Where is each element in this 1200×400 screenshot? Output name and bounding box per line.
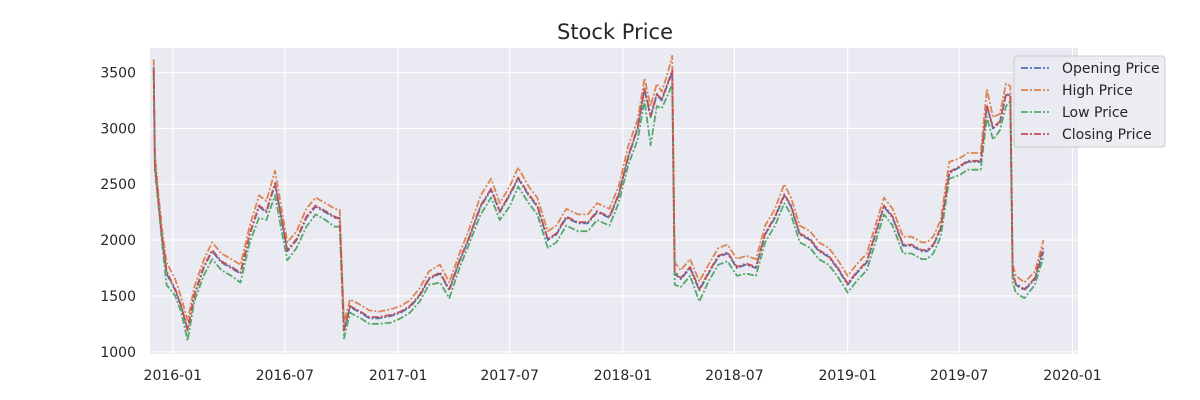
y-tick-label: 3000 xyxy=(100,121,136,137)
x-tick-label: 2019-01 xyxy=(818,368,877,384)
plot-area xyxy=(150,48,1078,354)
x-tick-label: 2017-01 xyxy=(369,368,428,384)
grid-lines xyxy=(150,48,1078,354)
series-line-opening-price xyxy=(152,66,1045,331)
x-tick-label: 2018-01 xyxy=(594,368,653,384)
series-lines xyxy=(152,54,1045,342)
x-tick-label: 2017-07 xyxy=(480,368,539,384)
legend-label: Opening Price xyxy=(1062,61,1160,77)
y-tick-label: 2000 xyxy=(100,233,136,249)
x-tick-label: 2019-07 xyxy=(930,368,989,384)
legend-box xyxy=(1013,55,1166,148)
chart-title: Stock Price xyxy=(557,20,673,44)
axis-ticks: 1000 1500 2000 2500 3000 3500 2016-01 2016-07 20… xyxy=(100,66,1101,384)
legend-label: High Price xyxy=(1062,83,1133,99)
legend-label: Low Price xyxy=(1062,105,1128,121)
legend-label: Closing Price xyxy=(1062,127,1152,143)
y-tick-label: 3500 xyxy=(100,66,136,82)
x-tick-label: 2018-07 xyxy=(705,368,764,384)
y-tick-label: 1500 xyxy=(100,289,136,305)
x-tick-label: 2016-07 xyxy=(256,368,315,384)
y-tick-label: 1000 xyxy=(100,345,136,361)
y-tick-label: 2500 xyxy=(100,177,136,193)
series-line-high-price xyxy=(152,54,1045,324)
series-line-closing-price xyxy=(152,69,1045,332)
x-tick-label: 2016-01 xyxy=(144,368,203,384)
legend: Opening Price High Price Low Price Closing … xyxy=(1013,55,1166,148)
x-tick-label: 2020-01 xyxy=(1043,368,1102,384)
series-line-low-price xyxy=(152,74,1045,342)
